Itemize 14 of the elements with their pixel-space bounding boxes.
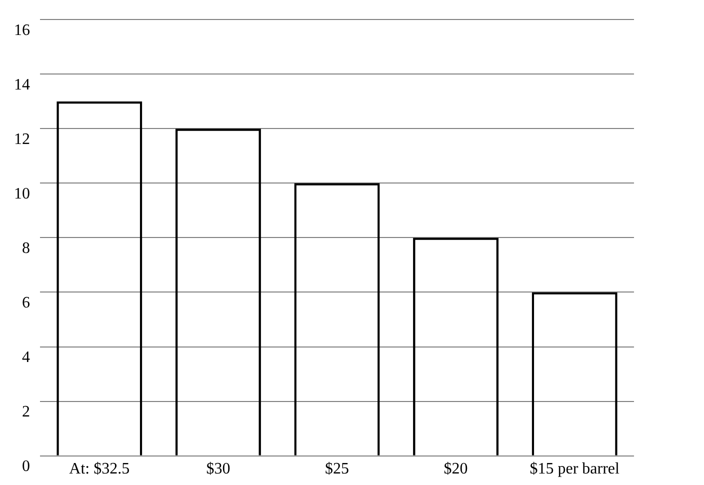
x-tick-label: $20 <box>444 460 468 478</box>
y-tick-label: 0 <box>22 458 30 476</box>
x-tick-label: $30 <box>206 460 230 478</box>
y-tick-label: 16 <box>14 22 30 39</box>
x-tick-label: $25 <box>325 460 349 478</box>
x-tick-label: $15 per barrel <box>530 460 620 478</box>
y-tick-label: 12 <box>14 130 30 148</box>
y-tick-label: 2 <box>22 403 30 420</box>
y-tick-label: 14 <box>14 76 30 94</box>
x-tick-label: At: $32.5 <box>69 460 130 478</box>
y-tick-label: 6 <box>22 294 30 312</box>
y-tick-label: 10 <box>14 185 30 202</box>
y-tick-label: 8 <box>22 240 30 257</box>
y-tick-label: 4 <box>22 348 30 366</box>
